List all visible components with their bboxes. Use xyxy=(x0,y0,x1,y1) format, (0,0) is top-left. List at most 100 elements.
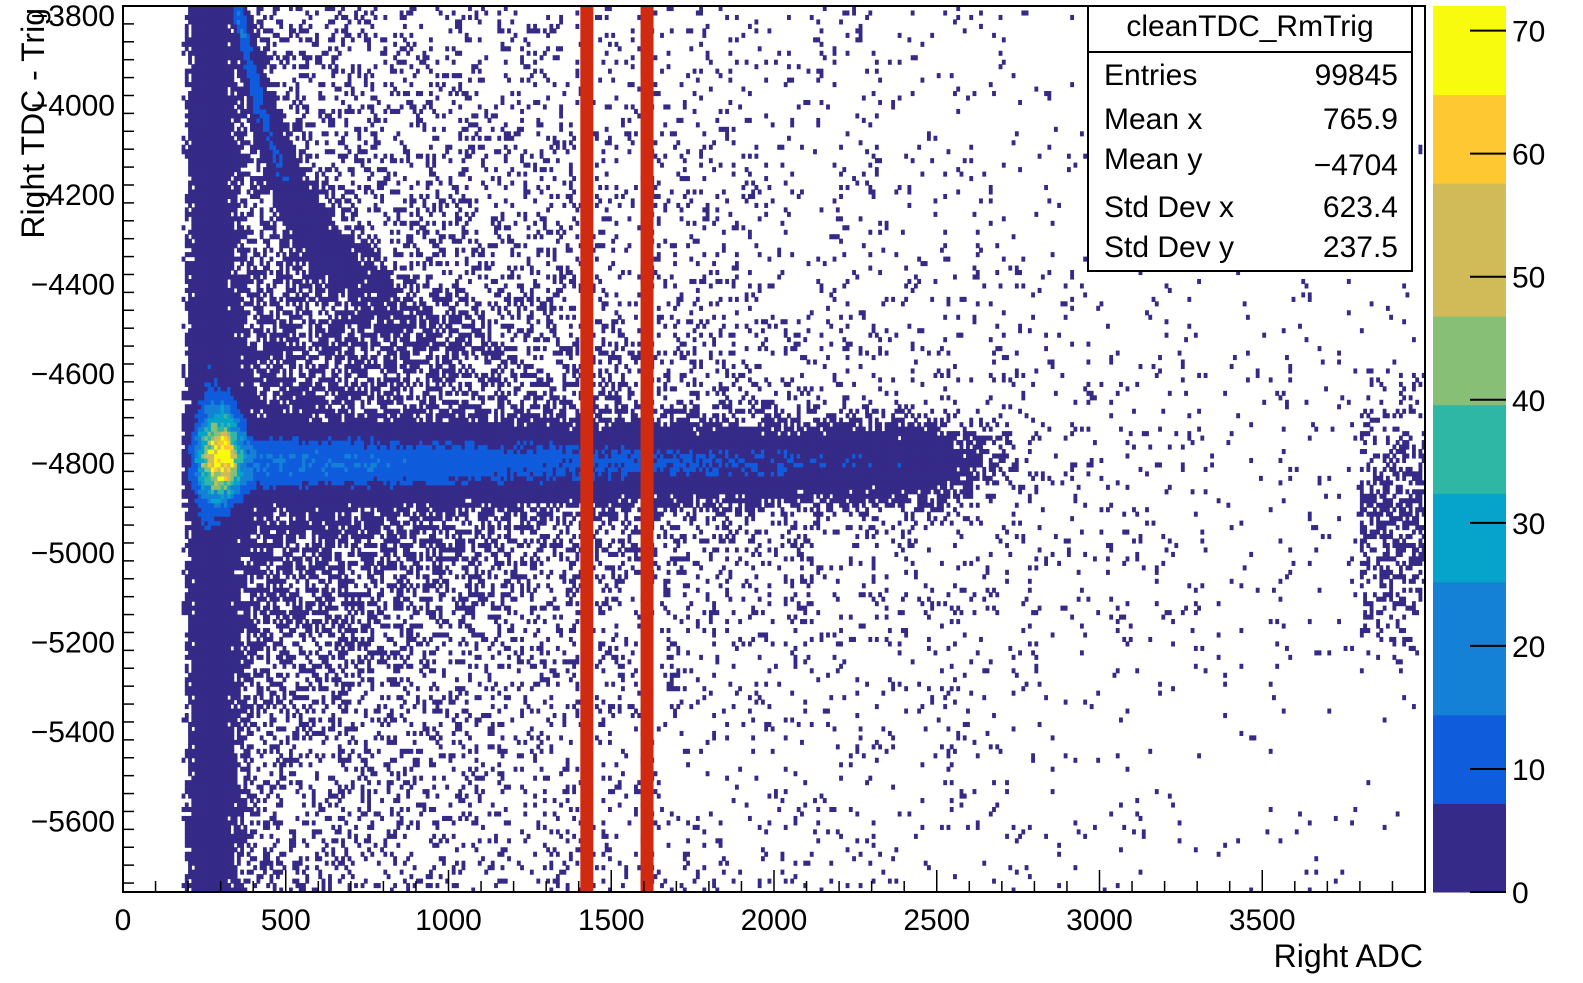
heatmap-cell xyxy=(194,117,199,123)
heatmap-cell xyxy=(285,91,290,97)
heatmap-cell xyxy=(269,636,274,643)
heatmap-cell xyxy=(191,225,196,231)
heatmap-cell xyxy=(243,699,248,705)
heatmap-cell xyxy=(197,202,202,208)
heatmap-cell xyxy=(194,122,199,128)
heatmap-cell xyxy=(230,677,235,683)
heatmap-cell xyxy=(188,426,192,432)
heatmap-cell xyxy=(194,46,199,52)
heatmap-cell xyxy=(201,721,205,728)
heatmap-cell xyxy=(194,592,199,598)
heatmap-cell xyxy=(197,525,202,531)
heatmap-cell xyxy=(201,252,205,258)
heatmap-cell xyxy=(188,417,192,423)
heatmap-cell xyxy=(207,202,212,208)
heatmap-cell xyxy=(201,91,205,97)
heatmap-cell xyxy=(194,847,199,853)
heatmap-cell xyxy=(197,37,202,43)
heatmap-cell xyxy=(184,426,189,432)
heatmap-cell xyxy=(207,261,212,267)
heatmap-cell xyxy=(197,856,202,862)
heatmap-cell xyxy=(240,811,245,817)
heatmap-cell xyxy=(275,695,280,701)
heatmap-cell xyxy=(246,771,251,777)
heatmap-cell xyxy=(275,32,280,38)
heatmap-cell xyxy=(204,865,209,871)
heatmap-cell xyxy=(259,328,264,334)
heatmap-cell xyxy=(253,699,258,705)
heatmap-cell xyxy=(207,704,212,710)
heatmap-cell xyxy=(266,283,271,289)
heatmap-cell xyxy=(197,10,202,16)
heatmap-cell xyxy=(207,663,212,669)
heatmap-cell xyxy=(204,395,209,401)
heatmap-cell xyxy=(194,726,199,732)
heatmap-cell xyxy=(197,645,202,651)
heatmap-cell xyxy=(204,140,209,146)
heatmap-cell xyxy=(275,234,280,240)
heatmap-cell xyxy=(191,332,196,338)
heatmap-cell xyxy=(197,252,202,258)
heatmap-cell xyxy=(181,435,186,441)
heatmap-cell xyxy=(184,842,189,848)
heatmap-cell xyxy=(197,283,202,289)
heatmap-cell xyxy=(207,847,212,853)
heatmap-cell xyxy=(266,565,271,571)
heatmap-cell xyxy=(233,771,238,777)
heatmap-cell xyxy=(191,395,196,401)
heatmap-cell xyxy=(197,435,202,441)
heatmap-cell xyxy=(197,158,202,164)
heatmap-cell xyxy=(207,363,212,370)
heatmap-cell xyxy=(230,860,235,866)
heatmap-cell xyxy=(201,708,205,714)
heatmap-cell xyxy=(181,475,186,481)
heatmap-cell xyxy=(204,198,209,204)
heatmap-cell xyxy=(197,592,202,598)
heatmap-cell xyxy=(181,363,186,370)
heatmap-cell xyxy=(204,484,209,490)
heatmap-cell xyxy=(194,104,199,110)
heatmap-cell xyxy=(204,672,209,678)
heatmap-cell xyxy=(184,413,189,419)
heatmap-cell xyxy=(191,278,196,285)
heatmap-cell xyxy=(233,140,238,146)
heatmap-cell xyxy=(201,744,205,750)
heatmap-cell xyxy=(246,363,251,370)
heatmap-cell xyxy=(207,636,212,643)
heatmap-cell xyxy=(285,739,290,745)
heatmap-cell xyxy=(197,363,202,370)
heatmap-cell xyxy=(184,502,189,508)
heatmap-cell xyxy=(204,641,209,647)
heatmap-cell xyxy=(207,887,212,893)
heatmap-cell xyxy=(191,686,196,692)
heatmap-cell xyxy=(204,417,209,423)
heatmap-cell xyxy=(207,350,212,356)
heatmap-cell xyxy=(201,771,205,777)
heatmap-cell xyxy=(233,775,238,781)
heatmap-cell xyxy=(201,117,205,123)
heatmap-cell xyxy=(236,265,241,271)
heatmap-cell xyxy=(204,650,209,656)
heatmap-cell xyxy=(236,632,241,638)
heatmap-cell xyxy=(266,654,271,660)
heatmap-cell xyxy=(201,301,205,307)
heatmap-cell xyxy=(188,444,192,450)
heatmap-cell xyxy=(197,824,202,830)
heatmap-cell xyxy=(204,516,209,522)
heatmap-cell xyxy=(236,713,241,719)
heatmap-cell xyxy=(191,650,196,656)
heatmap-cell xyxy=(184,717,189,723)
heatmap-cell xyxy=(194,654,199,660)
heatmap-cell xyxy=(289,699,293,705)
heatmap-cell xyxy=(275,744,280,750)
heatmap-cell xyxy=(207,806,212,813)
heatmap-cell xyxy=(204,610,209,616)
heatmap-cell xyxy=(204,529,209,535)
heatmap-cell xyxy=(184,489,189,495)
heatmap-cell xyxy=(191,596,196,602)
heatmap-cell xyxy=(275,838,280,844)
heatmap-cell xyxy=(191,162,196,168)
heatmap-cell xyxy=(285,301,290,307)
heatmap-cell xyxy=(194,350,199,356)
heatmap-cell xyxy=(184,104,189,110)
